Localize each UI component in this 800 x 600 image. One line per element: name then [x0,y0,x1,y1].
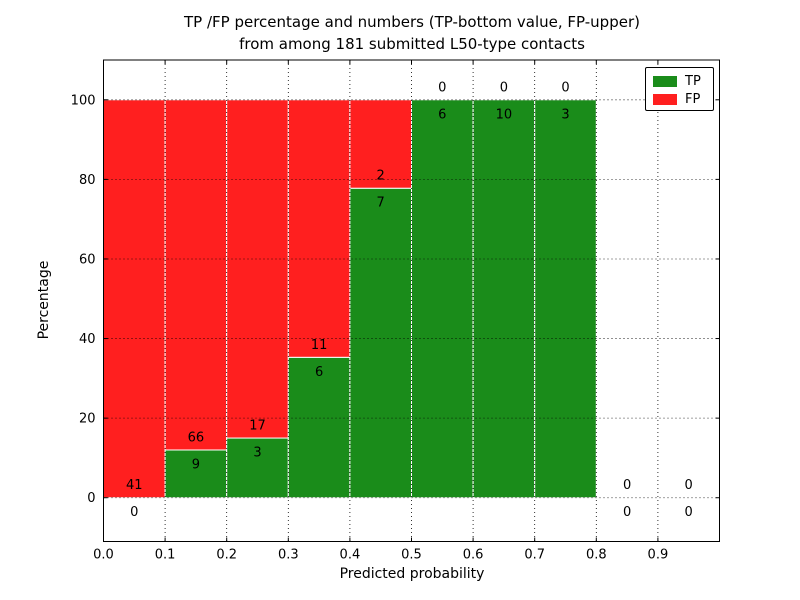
fp-count-label: 0 [500,80,508,95]
x-tick-label: 0.2 [216,548,237,563]
legend: TP FP [645,67,714,111]
x-tick-label: 0.0 [93,548,114,563]
tp-count-label: 6 [315,365,323,380]
fp-count-label: 0 [623,478,631,493]
fp-legend-swatch [653,93,677,105]
chart-title-line1: TP /FP percentage and numbers (TP-bottom… [184,13,640,31]
x-tick-label: 0.4 [340,548,361,563]
chart-title: TP /FP percentage and numbers (TP-bottom… [104,11,720,55]
tp-legend-label: TP [685,73,701,89]
fp-bar [103,99,166,499]
tp-count-label: 3 [253,446,261,461]
x-tick-label: 0.3 [278,548,299,563]
fp-bar [287,99,351,358]
fp-count-label: 17 [249,419,266,434]
x-tick-label: 0.7 [524,548,545,563]
fp-legend-label: FP [685,91,701,107]
x-axis-label: Predicted probability [339,566,485,582]
y-tick-label: 40 [79,332,96,347]
tp-bar [534,99,597,499]
fp-bar [164,99,228,451]
tp-bar [411,99,474,499]
tp-count-label: 6 [438,107,446,122]
tp-count-label: 0 [130,505,138,520]
fp-count-label: 2 [377,169,385,184]
fp-bar [226,99,289,439]
x-tick-label: 0.6 [463,548,484,563]
tp-count-label: 0 [623,505,631,520]
x-tick-label: 0.8 [586,548,607,563]
legend-item-tp: TP [653,72,713,90]
y-tick-label: 80 [79,173,96,188]
x-tick-label: 0.9 [648,548,669,563]
legend-item-fp: FP [653,90,713,108]
y-tick-label: 60 [79,252,96,267]
y-tick-label: 100 [71,93,96,108]
fp-count-label: 0 [438,80,446,95]
tp-count-label: 3 [561,107,569,122]
y-tick-label: 0 [87,491,95,506]
x-tick-label: 0.1 [155,548,176,563]
chart-title-line2: from among 181 submitted L50-type contac… [239,35,585,53]
tp-count-label: 10 [496,107,513,122]
tp-legend-swatch [653,75,677,87]
tp-count-label: 9 [192,457,200,472]
fp-count-label: 11 [311,338,328,353]
fp-bar [349,99,412,189]
y-tick-label: 20 [79,412,96,427]
tp-count-label: 7 [377,196,385,211]
tp-count-label: 0 [685,505,693,520]
fp-count-label: 66 [188,430,205,445]
fp-count-label: 0 [561,80,569,95]
tp-bar [349,187,412,499]
fp-count-label: 41 [126,478,143,493]
tp-bar [472,99,536,499]
fp-count-label: 0 [685,478,693,493]
x-tick-label: 0.5 [401,548,422,563]
